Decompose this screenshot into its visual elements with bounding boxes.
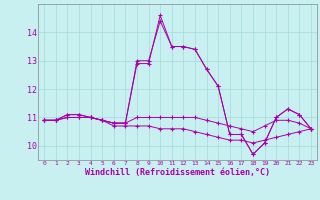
X-axis label: Windchill (Refroidissement éolien,°C): Windchill (Refroidissement éolien,°C) xyxy=(85,168,270,177)
